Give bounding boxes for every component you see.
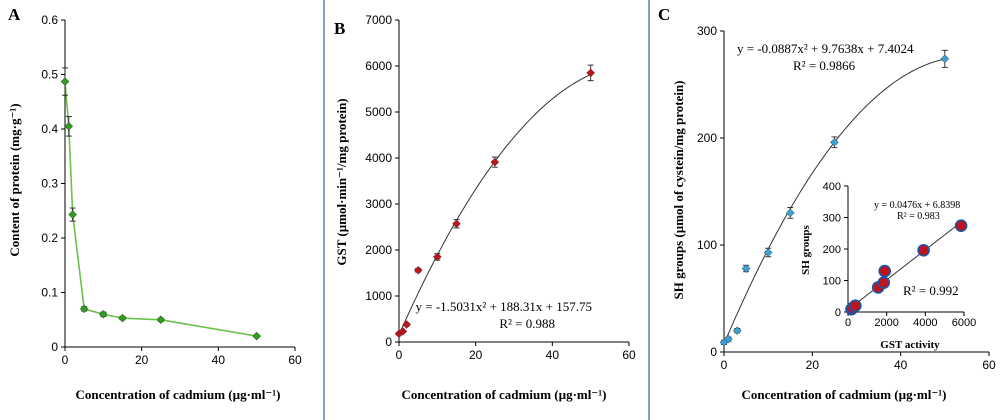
panel-c-x-tick-label: 60 bbox=[982, 358, 996, 372]
panel-c-r-squared: R² = 0.9866 bbox=[793, 58, 856, 73]
panel-a-data-point bbox=[156, 315, 166, 325]
panel-a-y-tick-label: 0.2 bbox=[41, 231, 58, 245]
panel-a-letter: A bbox=[8, 5, 21, 24]
panel-c-data-point bbox=[741, 264, 751, 273]
panel-a-x-tick-label: 0 bbox=[62, 353, 69, 367]
panel-a-x-axis-label: Concentration of cadmium (µg·ml⁻¹) bbox=[76, 387, 281, 402]
panel-a-x-tick-label: 60 bbox=[288, 353, 302, 367]
panel-a-data-point bbox=[79, 304, 89, 314]
panel-c-data-point bbox=[724, 334, 733, 344]
panel-c-inset-x-tick-label: 6000 bbox=[952, 317, 976, 329]
panel-a-y-tick-label: 0 bbox=[51, 340, 58, 354]
panel-b-y-tick-label: 6000 bbox=[365, 59, 392, 73]
panel-b-data-point bbox=[402, 320, 412, 329]
panel-c-inset-data-point bbox=[954, 219, 968, 232]
panel-a-data-point bbox=[64, 121, 74, 131]
panel-a-data-point bbox=[98, 309, 108, 319]
panel-b-r-squared: R² = 0.988 bbox=[499, 316, 555, 331]
panel-a-x-tick-label: 40 bbox=[212, 353, 226, 367]
panel-a-y-tick-label: 0.4 bbox=[41, 122, 58, 136]
panel-c-fit-equation: y = -0.0887x² + 9.7638x + 7.4024 bbox=[737, 41, 914, 56]
panel-c-x-tick-label: 20 bbox=[806, 358, 820, 372]
panel-c-inset-x-tick-label: 0 bbox=[845, 317, 851, 329]
panel-a-x-tick-label: 20 bbox=[135, 353, 149, 367]
panel-c-inset-data-point bbox=[877, 276, 891, 290]
panel-b-y-axis-label: GST (µmol·min⁻¹/mg protein) bbox=[334, 98, 349, 265]
panel-c-inset-x-tick-label: 4000 bbox=[913, 317, 937, 329]
panel-b-y-tick-label: 5000 bbox=[365, 105, 392, 119]
panel-c-y-tick-label: 200 bbox=[697, 131, 717, 145]
panel-c-data-point bbox=[830, 137, 839, 147]
panel-c-data-point bbox=[763, 248, 773, 257]
panel-c-x-tick-label: 40 bbox=[894, 358, 908, 372]
panel-b-data-point bbox=[586, 68, 596, 78]
panel-c-inset-y-tick-label: 200 bbox=[823, 244, 841, 256]
inset-y-axis-label: SH groups bbox=[800, 224, 812, 274]
panel-c-inset-data-point bbox=[878, 264, 892, 278]
panel-b-x-tick-label: 40 bbox=[546, 348, 560, 362]
panel-c-y-tick-label: 300 bbox=[697, 24, 717, 38]
panel-c-x-tick-label: 0 bbox=[721, 358, 728, 372]
panel-b-data-point bbox=[398, 327, 408, 336]
panel-c-data-point bbox=[785, 208, 795, 218]
panel-c-y-tick-label: 0 bbox=[710, 345, 717, 359]
panel-a-y-tick-label: 0.5 bbox=[41, 68, 58, 82]
panel-c-inset-y-tick-label: 100 bbox=[823, 276, 841, 288]
panel-b-data-point bbox=[490, 157, 500, 167]
inset-x-axis-label: GST activity bbox=[880, 339, 940, 351]
panel-b: B 0 20 40 60 0 1000 2000 3000 4000 5000 6000 7000 C… bbox=[334, 13, 636, 402]
inset-r-squared: R² = 0.983 bbox=[897, 211, 940, 222]
panel-c-data-point bbox=[732, 326, 742, 335]
panel-b-y-tick-label: 0 bbox=[385, 335, 392, 349]
panel-c-inset-y-tick-label: 0 bbox=[835, 307, 841, 319]
panel-c-inset-plot-area bbox=[848, 186, 964, 312]
panel-b-fit-equation: y = -1.5031x² + 188.31x + 157.75 bbox=[416, 299, 592, 314]
panel-c-inset-data-point bbox=[849, 299, 862, 313]
panel-a: A 0 20 40 60 0 0.1 0.2 0.3 0.4 0.5 0.6 Concentrati… bbox=[7, 5, 302, 402]
panel-b-x-tick-label: 60 bbox=[622, 348, 636, 362]
panel-b-y-tick-label: 3000 bbox=[365, 197, 392, 211]
panel-c-inset-y-tick-label: 300 bbox=[823, 213, 841, 225]
inset-fit-equation: y = 0.0476x + 6.8398 bbox=[874, 200, 960, 211]
panel-c-inset-x-tick-label: 2000 bbox=[874, 317, 898, 329]
panel-b-data-point bbox=[432, 252, 442, 262]
panel-a-data-point bbox=[60, 77, 70, 86]
panel-c-inset-y-tick-label: 400 bbox=[823, 181, 841, 193]
panel-a-series-line bbox=[64, 81, 257, 337]
panel-b-x-axis-label: Concentration of cadmium (µg·ml⁻¹) bbox=[402, 387, 607, 402]
panel-c-x-axis-label: Concentration of cadmium (µg·ml⁻¹) bbox=[742, 387, 947, 402]
panel-c-letter: C bbox=[658, 5, 670, 24]
panel-b-data-point bbox=[452, 219, 461, 229]
panel-a-data-point bbox=[252, 331, 262, 341]
panel-a-y-tick-label: 0.6 bbox=[41, 13, 58, 27]
panel-b-y-tick-label: 1000 bbox=[365, 289, 392, 303]
panel-b-y-tick-label: 4000 bbox=[365, 151, 392, 165]
panel-c-inset-fit-line bbox=[851, 221, 962, 308]
panel-c-y-axis-label: SH groups (µmol of cystein/mg protein) bbox=[671, 81, 686, 300]
panel-c: C 0 20 40 60 0 100 200 300 Concentration of cad… bbox=[658, 5, 996, 402]
panel-c-inset-data-point bbox=[917, 243, 930, 257]
panel-c-y-tick-label: 100 bbox=[697, 238, 717, 252]
panel-a-data-point bbox=[118, 313, 127, 323]
panel-a-data-point bbox=[68, 210, 78, 219]
panel-b-letter: B bbox=[334, 19, 345, 38]
panel-a-y-tick-label: 0.1 bbox=[41, 286, 58, 300]
panel-b-x-tick-label: 0 bbox=[396, 348, 403, 362]
inset-r-squared-large: R² = 0.992 bbox=[903, 283, 959, 298]
panel-b-y-tick-label: 2000 bbox=[365, 243, 392, 257]
panel-a-y-tick-label: 0.3 bbox=[41, 177, 58, 191]
panel-b-data-point bbox=[413, 265, 423, 275]
panel-b-y-tick-label: 7000 bbox=[365, 13, 392, 27]
panel-c-data-point bbox=[940, 54, 950, 64]
panel-b-x-tick-label: 20 bbox=[469, 348, 483, 362]
panel-a-y-axis-label: Content of protein (mg·g⁻¹) bbox=[7, 103, 22, 256]
